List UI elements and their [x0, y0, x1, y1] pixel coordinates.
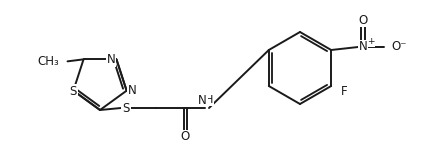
Text: O: O: [359, 13, 368, 27]
Text: F: F: [341, 85, 348, 98]
Text: N: N: [359, 40, 368, 53]
Text: N: N: [128, 84, 136, 97]
Text: +: +: [367, 38, 375, 46]
Text: H: H: [205, 95, 213, 105]
Text: S: S: [122, 101, 130, 114]
Text: N: N: [198, 93, 207, 106]
Text: S: S: [70, 85, 77, 98]
Text: O: O: [180, 131, 190, 144]
Text: O⁻: O⁻: [391, 40, 407, 53]
Text: N: N: [107, 53, 116, 66]
Text: CH₃: CH₃: [38, 55, 59, 68]
